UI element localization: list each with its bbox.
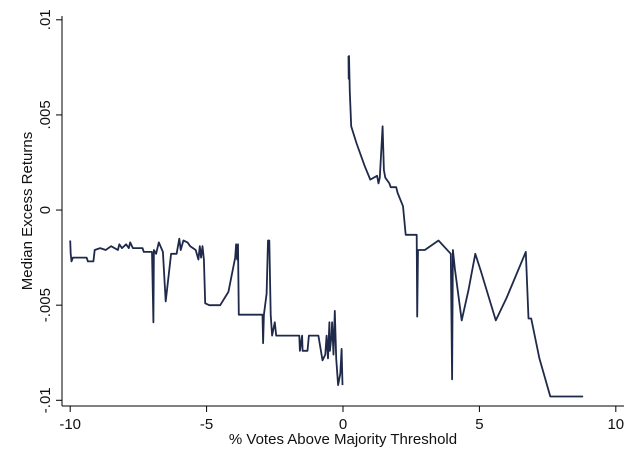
y-ticks: -.01 -.005 0 .005 .01 xyxy=(37,9,62,413)
y-tick-label: -.005 xyxy=(37,288,54,322)
x-tick-label: -10 xyxy=(59,416,81,433)
series-line-left xyxy=(69,237,344,387)
y-tick-label: 0 xyxy=(37,206,54,214)
x-tick-label: -5 xyxy=(200,416,213,433)
x-ticks: -10 -5 0 5 10 xyxy=(59,406,624,433)
x-tick-label: 0 xyxy=(339,416,347,433)
y-tick-label: -.01 xyxy=(37,387,54,413)
series-line-right xyxy=(347,55,584,398)
x-tick-label: 10 xyxy=(607,416,624,433)
y-tick-label: .005 xyxy=(37,100,54,129)
x-tick-label: 5 xyxy=(475,416,483,433)
plot-series xyxy=(69,55,584,398)
y-tick-label: .01 xyxy=(37,9,54,30)
y-axis-title: Median Excess Returns xyxy=(19,132,36,290)
x-axis-title: % Votes Above Majority Threshold xyxy=(229,431,457,448)
